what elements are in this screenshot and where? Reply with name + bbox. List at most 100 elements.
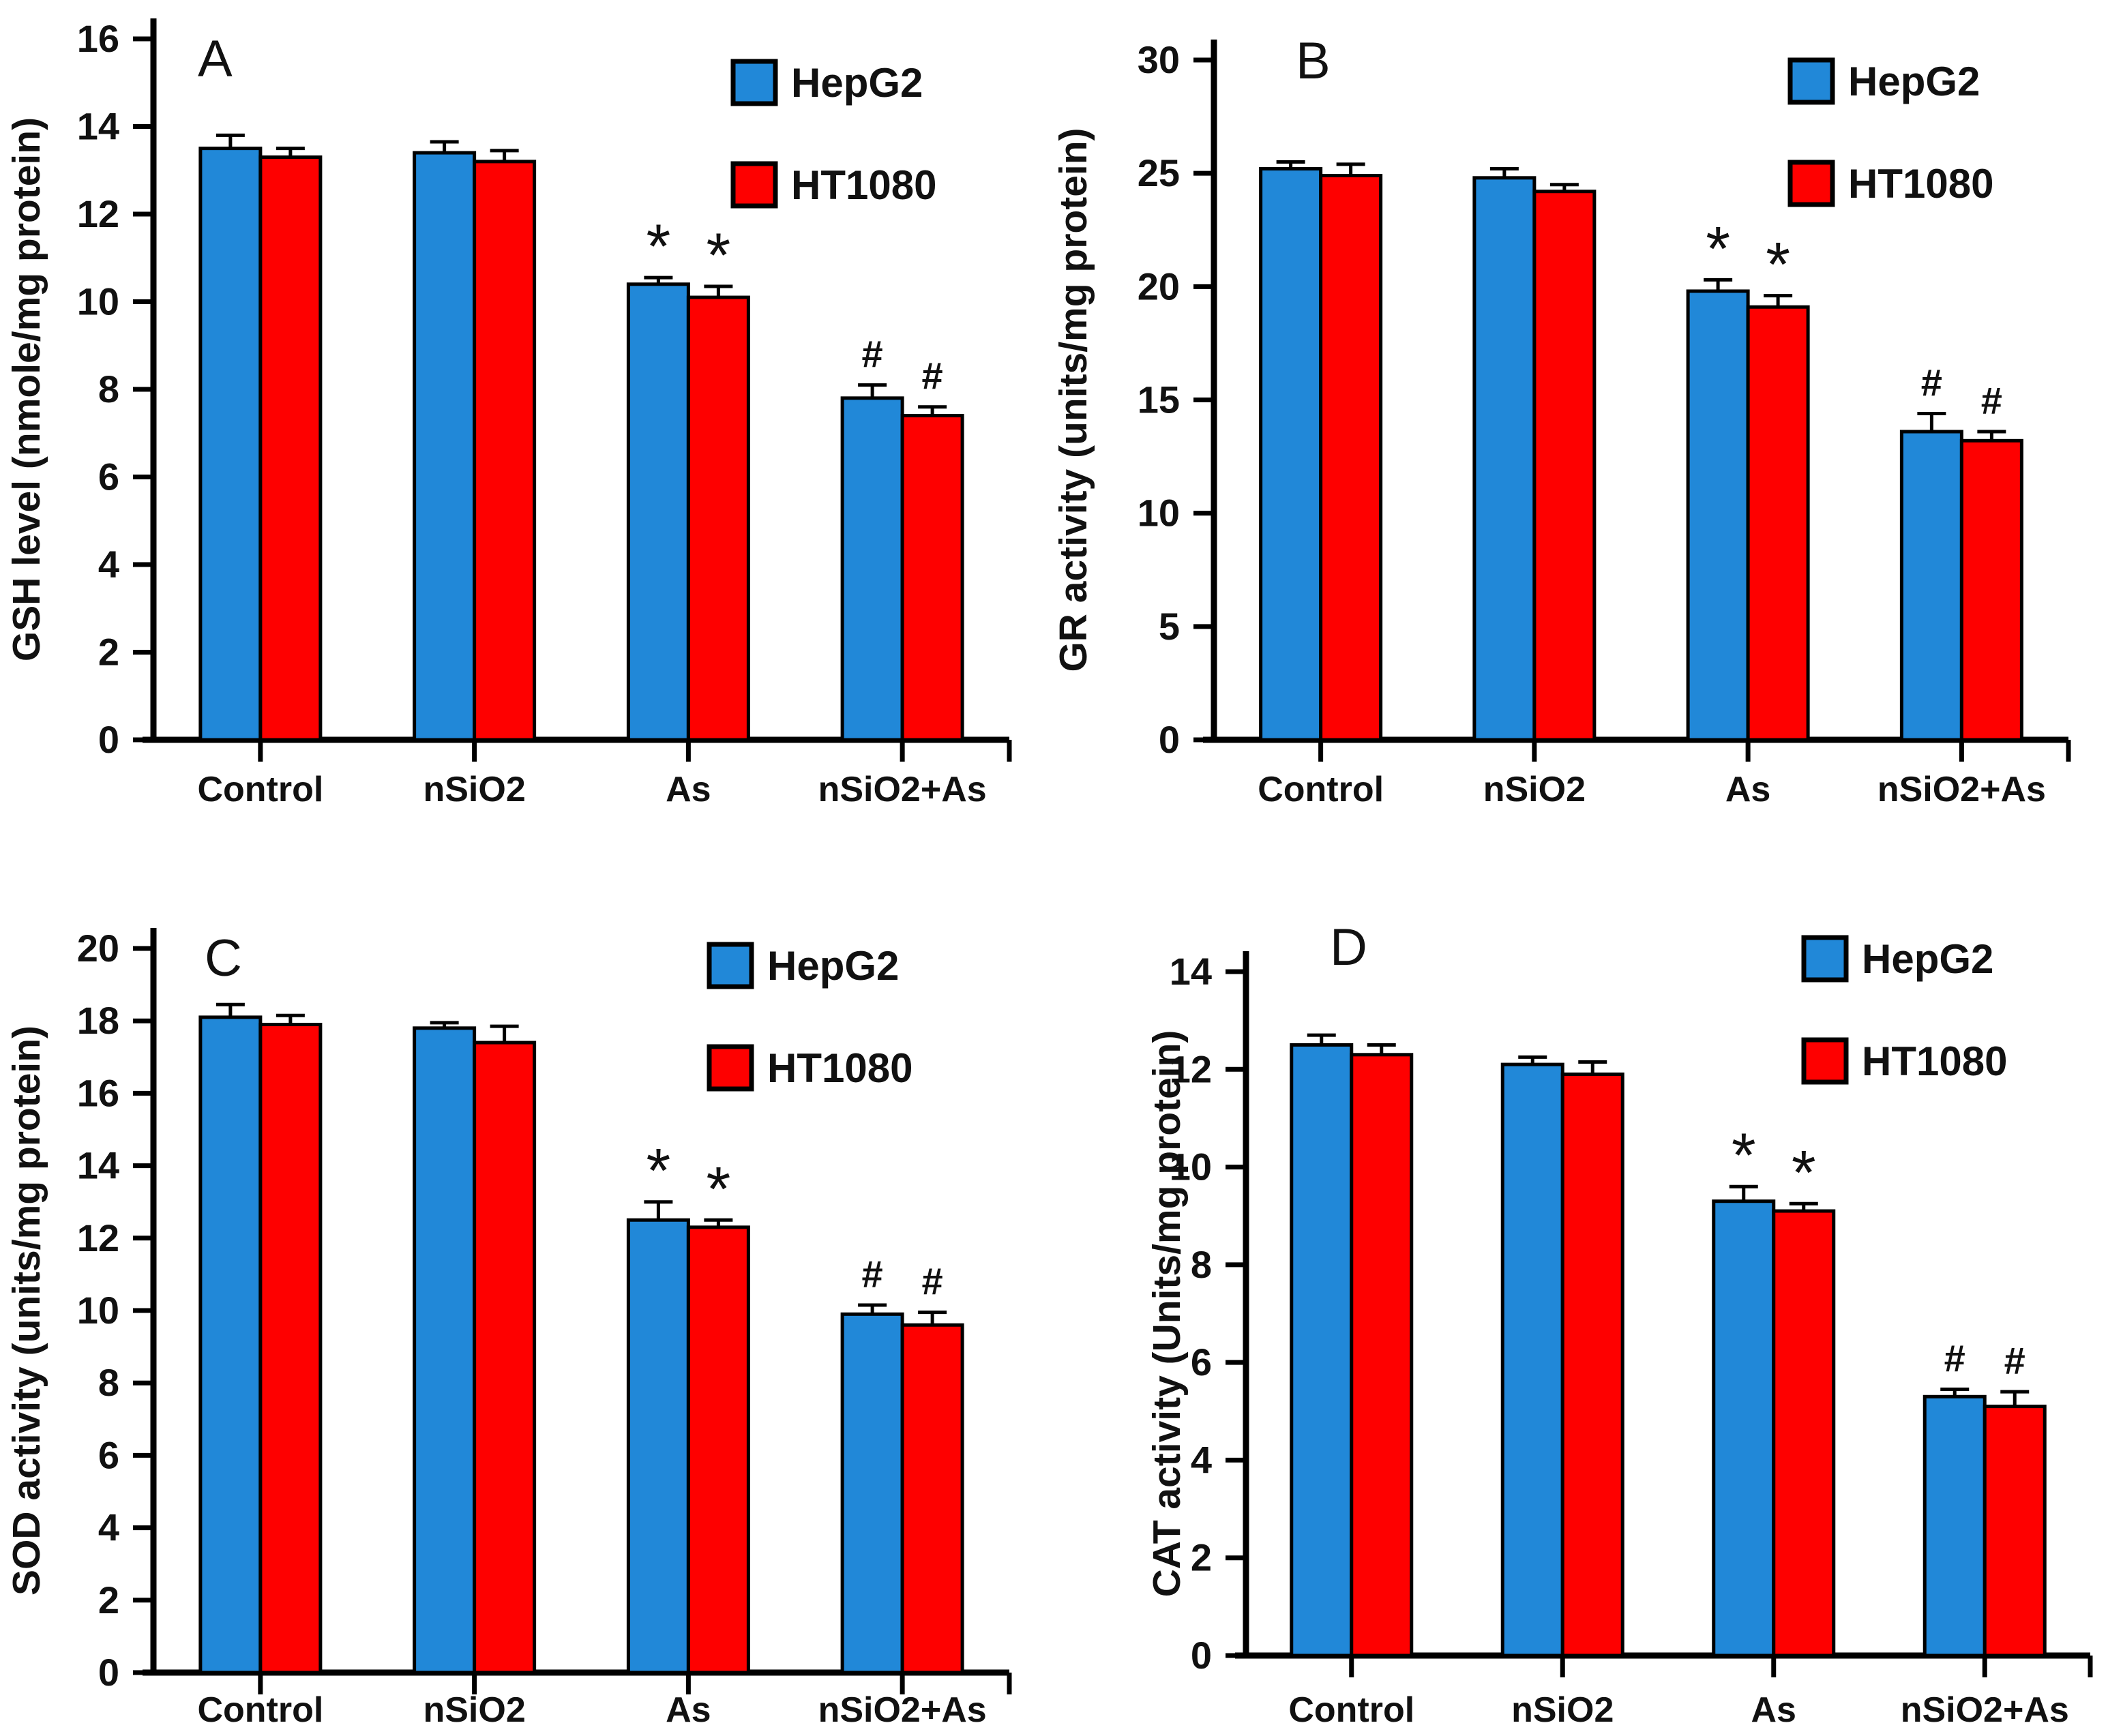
sig-marker-hash: # — [922, 1260, 943, 1303]
bar-hepg2-nsio2 — [413, 1026, 477, 1675]
sig-marker-hash: # — [2004, 1339, 2025, 1382]
bar-hepg2-control — [198, 147, 263, 742]
x-category-label: Control — [1288, 1690, 1414, 1730]
y-tick-label: 25 — [1138, 151, 1180, 194]
panel-c-chart: 0 2 4 6 8 10 12 14 16 18 20 Control nSiO2 As * * nSiO2+A… — [5, 927, 1012, 1730]
y-tick-label: 0 — [98, 718, 119, 761]
panel-a-chart: 0 2 4 6 8 10 12 14 16 Control nSiO2 As * * nSiO2+As # # A… — [5, 17, 1012, 809]
bar-hepg2-as — [1712, 1199, 1776, 1658]
y-tick-label: 4 — [98, 1506, 119, 1549]
bar-ht1080-as — [1772, 1209, 1836, 1658]
x-category-label: nSiO2+As — [818, 770, 987, 809]
panel-c: 0 2 4 6 8 10 12 14 16 18 20 Control nSiO2 As * * nSiO2+A… — [0, 868, 1054, 1736]
legend-label-hepg2: HepG2 — [767, 943, 899, 989]
sig-marker-hash: # — [862, 1253, 883, 1296]
y-tick-label: 10 — [77, 1289, 119, 1332]
x-category-label: nSiO2 — [1483, 770, 1586, 809]
sig-marker-asterisk: * — [1732, 1121, 1756, 1191]
y-tick-label: 6 — [98, 1433, 119, 1476]
x-category-label: nSiO2+As — [818, 1690, 987, 1730]
panel-letter: A — [198, 30, 233, 88]
y-tick-label: 16 — [77, 17, 119, 60]
x-category-label: nSiO2 — [423, 1690, 525, 1730]
legend-label-ht1080: HT1080 — [1848, 161, 1993, 207]
y-tick-label: 5 — [1159, 605, 1180, 648]
x-category-label: As — [1725, 770, 1770, 809]
bar-ht1080-nsio2+as — [1983, 1405, 2047, 1658]
sig-marker-asterisk: * — [706, 1154, 730, 1224]
panel-a: 0 2 4 6 8 10 12 14 16 Control nSiO2 As * * nSiO2+As # # A… — [0, 0, 1054, 868]
panel-b-chart: 0 5 10 15 20 25 30 Control nSiO2 As * * nSiO2+As # # B G… — [1054, 32, 2071, 809]
legend-swatch-hepg2 — [730, 59, 778, 106]
sig-marker-asterisk: * — [646, 1137, 670, 1206]
legend-label-hepg2: HepG2 — [791, 60, 923, 106]
panel-b: 0 5 10 15 20 25 30 Control nSiO2 As * * nSiO2+As # # B G… — [1054, 0, 2108, 868]
bar-hepg2-nsio2+as — [840, 396, 904, 742]
y-tick-label: 20 — [1138, 265, 1180, 308]
y-tick-label: 10 — [1170, 1146, 1212, 1188]
x-category-label: nSiO2 — [423, 770, 525, 809]
y-tick-label: 8 — [98, 1361, 119, 1404]
bar-hepg2-nsio2 — [1500, 1062, 1564, 1658]
bar-ht1080-nsio2+as — [1959, 438, 2023, 742]
y-tick-label: 4 — [1191, 1438, 1212, 1481]
x-category-label: As — [666, 1690, 711, 1730]
y-tick-label: 2 — [98, 631, 119, 674]
panel-letter: B — [1296, 32, 1331, 90]
bar-hepg2-nsio2+as — [1899, 430, 1963, 742]
sig-marker-asterisk: * — [646, 212, 670, 282]
sig-marker-asterisk: * — [706, 221, 730, 290]
legend-swatch-hepg2 — [1787, 57, 1835, 105]
sig-marker-hash: # — [1921, 361, 1942, 404]
y-tick-label: 0 — [98, 1651, 119, 1694]
legend-label-ht1080: HT1080 — [791, 162, 936, 208]
bar-hepg2-control — [1259, 167, 1323, 742]
bar-hepg2-as — [626, 1218, 690, 1675]
bar-hepg2-nsio2 — [1472, 176, 1537, 742]
legend-label-hepg2: HepG2 — [1862, 936, 1993, 982]
sig-marker-asterisk: * — [1706, 214, 1730, 284]
bar-ht1080-control — [1319, 173, 1383, 742]
legend-swatch-ht1080 — [1801, 1037, 1849, 1085]
bar-hepg2-as — [1686, 289, 1750, 742]
legend-swatch-hepg2 — [1801, 935, 1849, 983]
legend-swatch-ht1080 — [707, 1044, 754, 1092]
legend-label-ht1080: HT1080 — [767, 1045, 912, 1091]
y-tick-label: 20 — [77, 927, 119, 970]
bar-ht1080-control — [258, 1023, 323, 1675]
y-tick-label: 8 — [1191, 1243, 1212, 1286]
sig-marker-hash: # — [922, 355, 943, 398]
y-tick-label: 4 — [98, 543, 119, 586]
panel-letter: D — [1330, 918, 1367, 976]
x-category-label: nSiO2+As — [1901, 1690, 2069, 1730]
bar-hepg2-nsio2+as — [1923, 1394, 1987, 1658]
panel-d: 0 2 4 6 8 10 12 14 Control nSiO2 As * * nSiO2+As # # D CA… — [1054, 868, 2108, 1736]
bar-ht1080-nsio2+as — [900, 414, 964, 742]
y-tick-label: 2 — [1191, 1536, 1212, 1579]
sig-marker-asterisk: * — [1766, 230, 1790, 300]
y-tick-label: 6 — [1191, 1341, 1212, 1383]
y-tick-label: 10 — [77, 280, 119, 323]
bar-ht1080-control — [258, 155, 323, 742]
y-axis-title: GR activity (units/mg protein) — [1054, 128, 1095, 672]
legend-label-hepg2: HepG2 — [1848, 59, 1980, 104]
bar-hepg2-nsio2+as — [840, 1312, 904, 1675]
y-tick-label: 0 — [1191, 1634, 1212, 1677]
y-tick-label: 30 — [1138, 38, 1180, 81]
legend-label-ht1080: HT1080 — [1862, 1038, 2007, 1084]
bar-ht1080-nsio2 — [473, 160, 537, 742]
y-tick-label: 12 — [77, 1216, 119, 1259]
x-category-label: nSiO2 — [1511, 1690, 1614, 1730]
y-axis-title: SOD activity (units/mg protein) — [5, 1026, 48, 1596]
y-tick-label: 10 — [1138, 492, 1180, 535]
x-category-label: As — [666, 770, 711, 809]
y-tick-label: 12 — [1170, 1047, 1212, 1090]
sig-marker-asterisk: * — [1792, 1138, 1816, 1208]
y-tick-label: 2 — [98, 1578, 119, 1621]
bar-hepg2-nsio2 — [413, 151, 477, 742]
sig-marker-hash: # — [862, 333, 883, 376]
legend-swatch-ht1080 — [1787, 160, 1835, 207]
y-tick-label: 8 — [98, 368, 119, 410]
bar-hepg2-control — [1290, 1043, 1354, 1658]
